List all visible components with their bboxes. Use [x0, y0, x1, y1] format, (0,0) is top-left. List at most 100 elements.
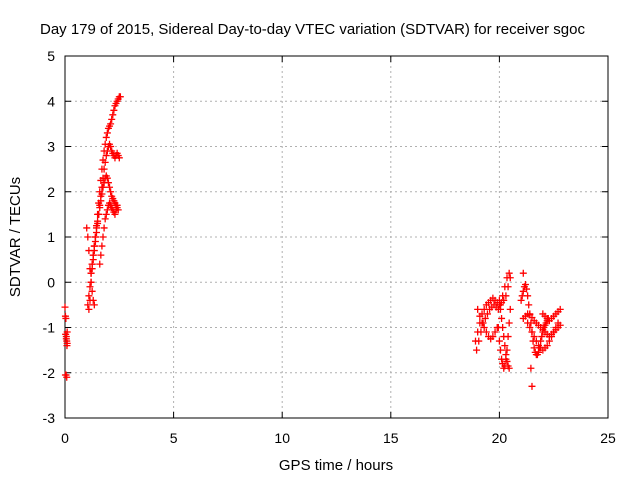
data-point — [101, 158, 109, 166]
y-tick-label: 0 — [47, 274, 55, 290]
data-point — [525, 301, 533, 309]
data-point — [100, 224, 108, 232]
data-point — [532, 337, 540, 345]
data-point — [111, 210, 119, 218]
data-point — [86, 283, 94, 291]
data-point — [92, 224, 100, 232]
data-point — [116, 93, 124, 101]
data-point — [99, 233, 107, 241]
data-point — [91, 233, 99, 241]
data-point — [528, 382, 536, 390]
x-tick-label: 25 — [600, 430, 616, 446]
data-point — [97, 251, 105, 259]
x-tick-label: 15 — [383, 430, 399, 446]
data-point — [101, 215, 109, 223]
data-point — [476, 312, 484, 320]
data-point — [102, 210, 110, 218]
data-point — [88, 287, 96, 295]
data-point — [496, 346, 504, 354]
data-point — [499, 292, 507, 300]
data-point — [99, 183, 107, 191]
data-point — [112, 206, 120, 214]
data-point — [478, 319, 486, 327]
data-point — [548, 333, 556, 341]
data-point — [556, 305, 564, 313]
data-point — [96, 204, 104, 212]
data-point — [83, 224, 91, 232]
data-point — [517, 296, 525, 304]
y-tick-label: 4 — [47, 93, 55, 109]
data-point — [481, 314, 489, 322]
data-point — [103, 129, 111, 137]
data-point — [108, 115, 116, 123]
data-point — [106, 183, 114, 191]
data-point — [530, 333, 538, 341]
x-axis-ticks: 0 5 10 15 20 25 — [61, 56, 616, 446]
chart-title: Day 179 of 2015, Sidereal Day-to-day VTE… — [40, 21, 585, 38]
data-point — [503, 274, 511, 282]
data-point — [102, 152, 110, 160]
data-point — [102, 133, 110, 141]
data-point — [543, 342, 551, 350]
data-point — [482, 328, 490, 336]
data-point — [499, 324, 507, 331]
data-point — [89, 251, 97, 259]
data-point — [100, 165, 108, 173]
data-point — [113, 201, 121, 209]
data-point — [505, 319, 513, 327]
data-point — [545, 337, 553, 345]
data-point — [502, 351, 510, 359]
y-axis-label: SDTVAR / TECUs — [7, 177, 24, 297]
data-point — [115, 154, 123, 162]
data-point — [501, 283, 509, 291]
data-point — [110, 106, 118, 114]
data-point — [96, 260, 104, 268]
data-point — [85, 292, 93, 300]
data-point — [505, 269, 513, 277]
data-point — [498, 314, 506, 322]
data-point — [62, 335, 70, 343]
data-point — [524, 319, 532, 327]
data-point — [474, 305, 482, 313]
data-points — [61, 93, 564, 390]
data-point — [85, 247, 93, 255]
data-point — [88, 260, 96, 268]
data-point — [90, 301, 98, 309]
x-tick-label: 10 — [274, 430, 290, 446]
data-point — [501, 342, 509, 350]
data-point — [97, 197, 105, 205]
data-point — [519, 269, 527, 277]
data-point — [84, 233, 92, 241]
data-point — [505, 364, 513, 372]
y-tick-label: -1 — [43, 320, 56, 336]
data-point — [491, 328, 499, 336]
data-point — [489, 333, 497, 341]
data-point — [107, 143, 115, 150]
data-point — [61, 303, 69, 311]
data-point — [62, 330, 70, 338]
data-point — [523, 285, 531, 293]
data-point — [87, 278, 95, 286]
data-point — [84, 301, 92, 309]
data-point — [107, 120, 115, 128]
data-point — [94, 217, 102, 225]
grid-lines — [65, 56, 608, 418]
data-point — [85, 305, 93, 313]
data-point — [538, 333, 546, 341]
data-point — [89, 296, 97, 304]
data-point — [500, 333, 508, 341]
data-point — [483, 310, 491, 318]
data-point — [95, 210, 103, 218]
data-point — [62, 314, 70, 322]
data-point — [552, 324, 560, 331]
y-tick-label: 3 — [47, 139, 55, 155]
data-point — [63, 373, 71, 381]
data-point — [87, 269, 95, 277]
data-point — [104, 179, 112, 187]
data-point — [528, 328, 536, 336]
x-tick-label: 5 — [170, 430, 178, 446]
y-tick-label: -2 — [43, 365, 56, 381]
data-point — [527, 364, 535, 372]
y-axis-ticks: -3 -2 -1 0 1 2 3 4 5 — [43, 48, 608, 426]
